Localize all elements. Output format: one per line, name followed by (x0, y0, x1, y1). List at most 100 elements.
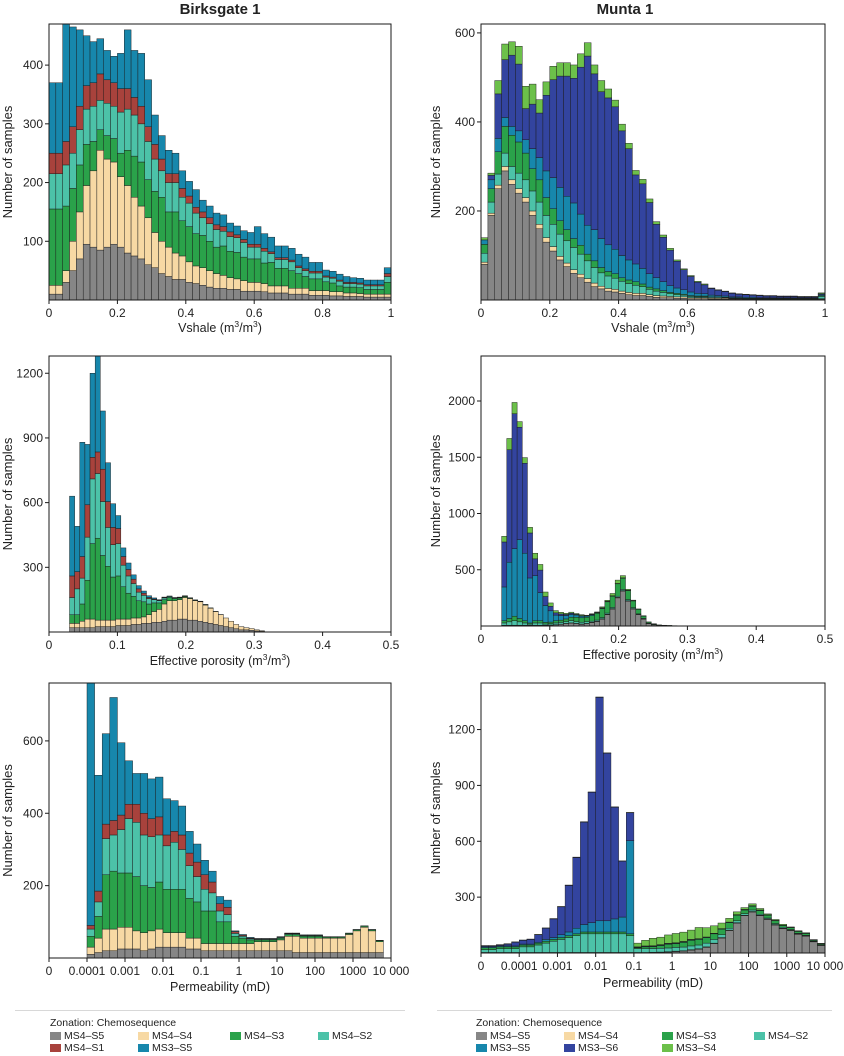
bar-segment (625, 259, 633, 281)
bar-segment (156, 609, 163, 623)
bar-segment (219, 231, 228, 247)
bar-segment (76, 211, 84, 260)
bar-segment (139, 885, 149, 933)
bar-segment (261, 941, 270, 951)
bar-segment (281, 257, 289, 260)
bar-segment (233, 225, 241, 236)
bar-segment (673, 259, 681, 262)
bar-segment (206, 217, 214, 224)
bars (86, 683, 384, 958)
x-tick-label: 0 (478, 306, 485, 320)
bar-segment (100, 501, 106, 556)
bar-segment (573, 617, 580, 622)
x-tick-label: 0.1 (541, 632, 558, 646)
bar-segment (487, 215, 495, 300)
bar-segment (573, 614, 580, 618)
y-tick-label: 300 (23, 560, 43, 574)
bar-segment (620, 577, 626, 590)
bar-segment (166, 619, 173, 632)
bar-segment (549, 941, 558, 953)
bar-segment (223, 617, 229, 627)
bar-segment (635, 614, 642, 626)
bar-segment (553, 610, 559, 614)
x-tick-label: 0 (478, 632, 485, 646)
bar-segment (570, 273, 578, 300)
bar-segment (246, 950, 255, 958)
bar-segment (383, 282, 391, 295)
bar-segment (218, 614, 224, 626)
bar-segment (329, 952, 339, 958)
bar-segment (103, 135, 111, 160)
bar-segment (599, 619, 606, 626)
bar-segment (253, 939, 263, 942)
bar-segment (117, 176, 125, 248)
bar-segment (79, 620, 86, 628)
bar-segment (137, 123, 145, 163)
bar-segment (336, 273, 344, 281)
bar-segment (481, 261, 489, 265)
bar-segment (535, 228, 544, 300)
bar-segment (69, 575, 75, 598)
bar-segment (322, 281, 330, 291)
bar-segment (336, 295, 344, 300)
x-tick-label: 1 (236, 964, 243, 978)
bar-segment (253, 243, 262, 248)
bar-segment (549, 224, 557, 247)
bar-segment (308, 271, 316, 274)
bar-segment (363, 285, 371, 290)
bar-segment (563, 196, 571, 230)
bar-segment (630, 599, 637, 601)
bar-segment (231, 950, 240, 958)
bar-segment (200, 950, 209, 958)
bar-segment (208, 943, 217, 951)
right-column-title: Munta 1 (596, 1, 654, 18)
bar-segment (570, 269, 578, 274)
bar-segment (604, 290, 612, 300)
bar-segment (501, 622, 508, 626)
bar-segment (96, 150, 104, 251)
bar-segment (315, 295, 323, 300)
y-tick-label: 600 (455, 834, 475, 848)
bar-segment (527, 532, 533, 579)
bar-segment (542, 197, 551, 216)
bar-segment (231, 936, 240, 944)
bar-segment (192, 212, 200, 234)
bar-segment (342, 286, 351, 294)
bar-segment (291, 936, 301, 953)
x-tick-label: 0.01 (151, 964, 175, 978)
bar-segment (618, 933, 627, 953)
bar-segment (89, 141, 98, 172)
bar-segment (253, 950, 263, 958)
bar-segment (558, 619, 564, 623)
bar-segment (110, 243, 118, 300)
bar-segment (103, 79, 111, 104)
bar-segment (481, 239, 489, 245)
bar-segment (625, 148, 633, 261)
bar-segment (124, 760, 133, 805)
bar-segment (383, 293, 391, 298)
bar-segment (349, 277, 358, 283)
bar-segment (481, 237, 489, 241)
bar-segment (253, 282, 262, 292)
bar-segment (742, 294, 750, 298)
bar-segment (383, 267, 391, 274)
bar-segment (503, 946, 512, 949)
x-tick-label: 0.6 (679, 306, 696, 320)
bar-segment (86, 936, 95, 948)
bar-segment (151, 602, 157, 612)
bar-segment (717, 922, 726, 929)
bar-segment (599, 606, 606, 609)
bar-segment (496, 948, 505, 953)
bar-segment (570, 78, 578, 204)
bar-segment (725, 930, 734, 953)
legend-label: MS4–S4 (578, 1030, 619, 1042)
bar-segment (192, 233, 200, 267)
bar-segment (223, 899, 232, 908)
bar-segment (147, 836, 156, 888)
bar-segment (488, 949, 497, 953)
bar-segment (687, 940, 696, 947)
bar-segment (261, 950, 270, 958)
bar-segment (69, 152, 77, 189)
bar-segment (260, 262, 269, 284)
bar-segment (583, 224, 592, 255)
